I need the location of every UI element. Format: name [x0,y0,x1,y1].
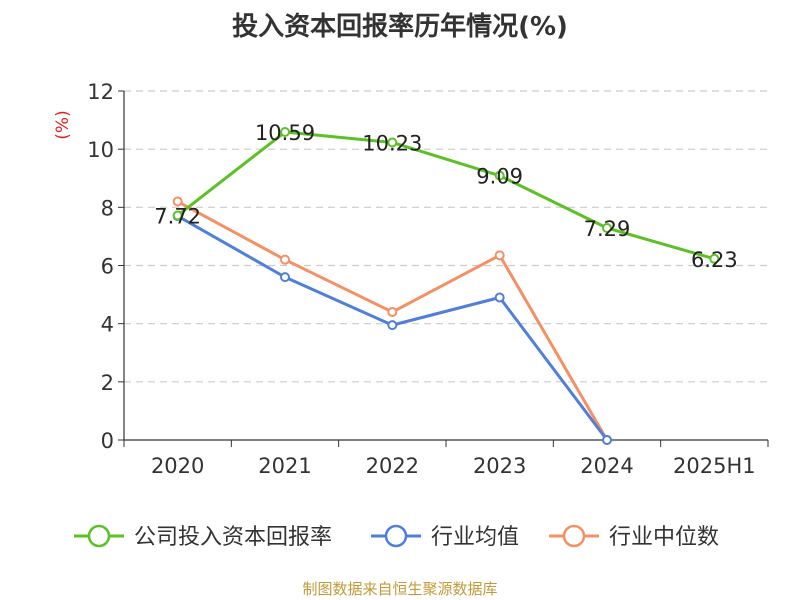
data-point [709,253,720,264]
data-point [387,320,398,331]
x-tick-label: 2020 [151,454,204,478]
data-point [494,250,505,261]
y-tick-label: 12 [87,80,114,104]
series-line [176,130,715,261]
axes: 0 2 4 6 8 10 12 2020 2021 2022 2023 2024 2025H1 (%) [53,80,769,478]
y-tick-label: 8 [101,196,114,220]
data-point [280,254,290,265]
x-tick-label: 2022 [366,454,419,478]
y-tick-label: 6 [101,255,114,279]
legend-swatch-marker [384,524,408,548]
x-tick-label: 2021 [258,454,311,478]
data-label: 7.72 [154,204,201,228]
data-point [280,127,290,138]
data-point [602,435,612,445]
y-tick-label: 10 [87,138,114,162]
legend-swatch-marker [87,524,111,548]
data-label: 9.09 [476,165,523,189]
data-point [387,307,398,318]
chart-title: 投入资本回报率历年情况(%) [232,12,568,42]
legend: 公司投入资本回报率 行业均值 行业中位数 [74,524,719,550]
data-point [494,292,505,303]
data-label: 7.29 [584,217,631,241]
y-tick-label: 4 [101,313,114,337]
grid-lines [124,90,768,383]
x-tick-label: 2025H1 [673,454,756,478]
footer-source: 制图数据来自恒生聚源数据库 [302,580,498,598]
y-axis-label: (%) [53,110,73,139]
data-point [280,272,290,283]
legend-label: 行业中位数 [609,525,719,550]
series-lines [172,127,720,445]
data-point [494,170,505,181]
data-point [172,196,183,207]
x-tick-label: 2024 [580,454,633,478]
legend-label: 公司投入资本回报率 [134,525,332,550]
y-tick-label: 2 [101,371,114,395]
data-point [602,222,612,233]
data-label: 10.23 [362,131,422,155]
y-tick-label: 0 [101,429,114,453]
data-label: 10.59 [255,121,315,145]
data-point [172,210,183,221]
legend-swatch-marker [562,524,586,548]
data-labels: 7.72 10.59 10.23 9.09 7.29 6.23 [154,121,737,272]
x-tick-label: 2023 [473,454,526,478]
legend-label: 行业均值 [431,525,519,550]
data-point [387,137,398,148]
data-label: 6.23 [691,248,738,272]
